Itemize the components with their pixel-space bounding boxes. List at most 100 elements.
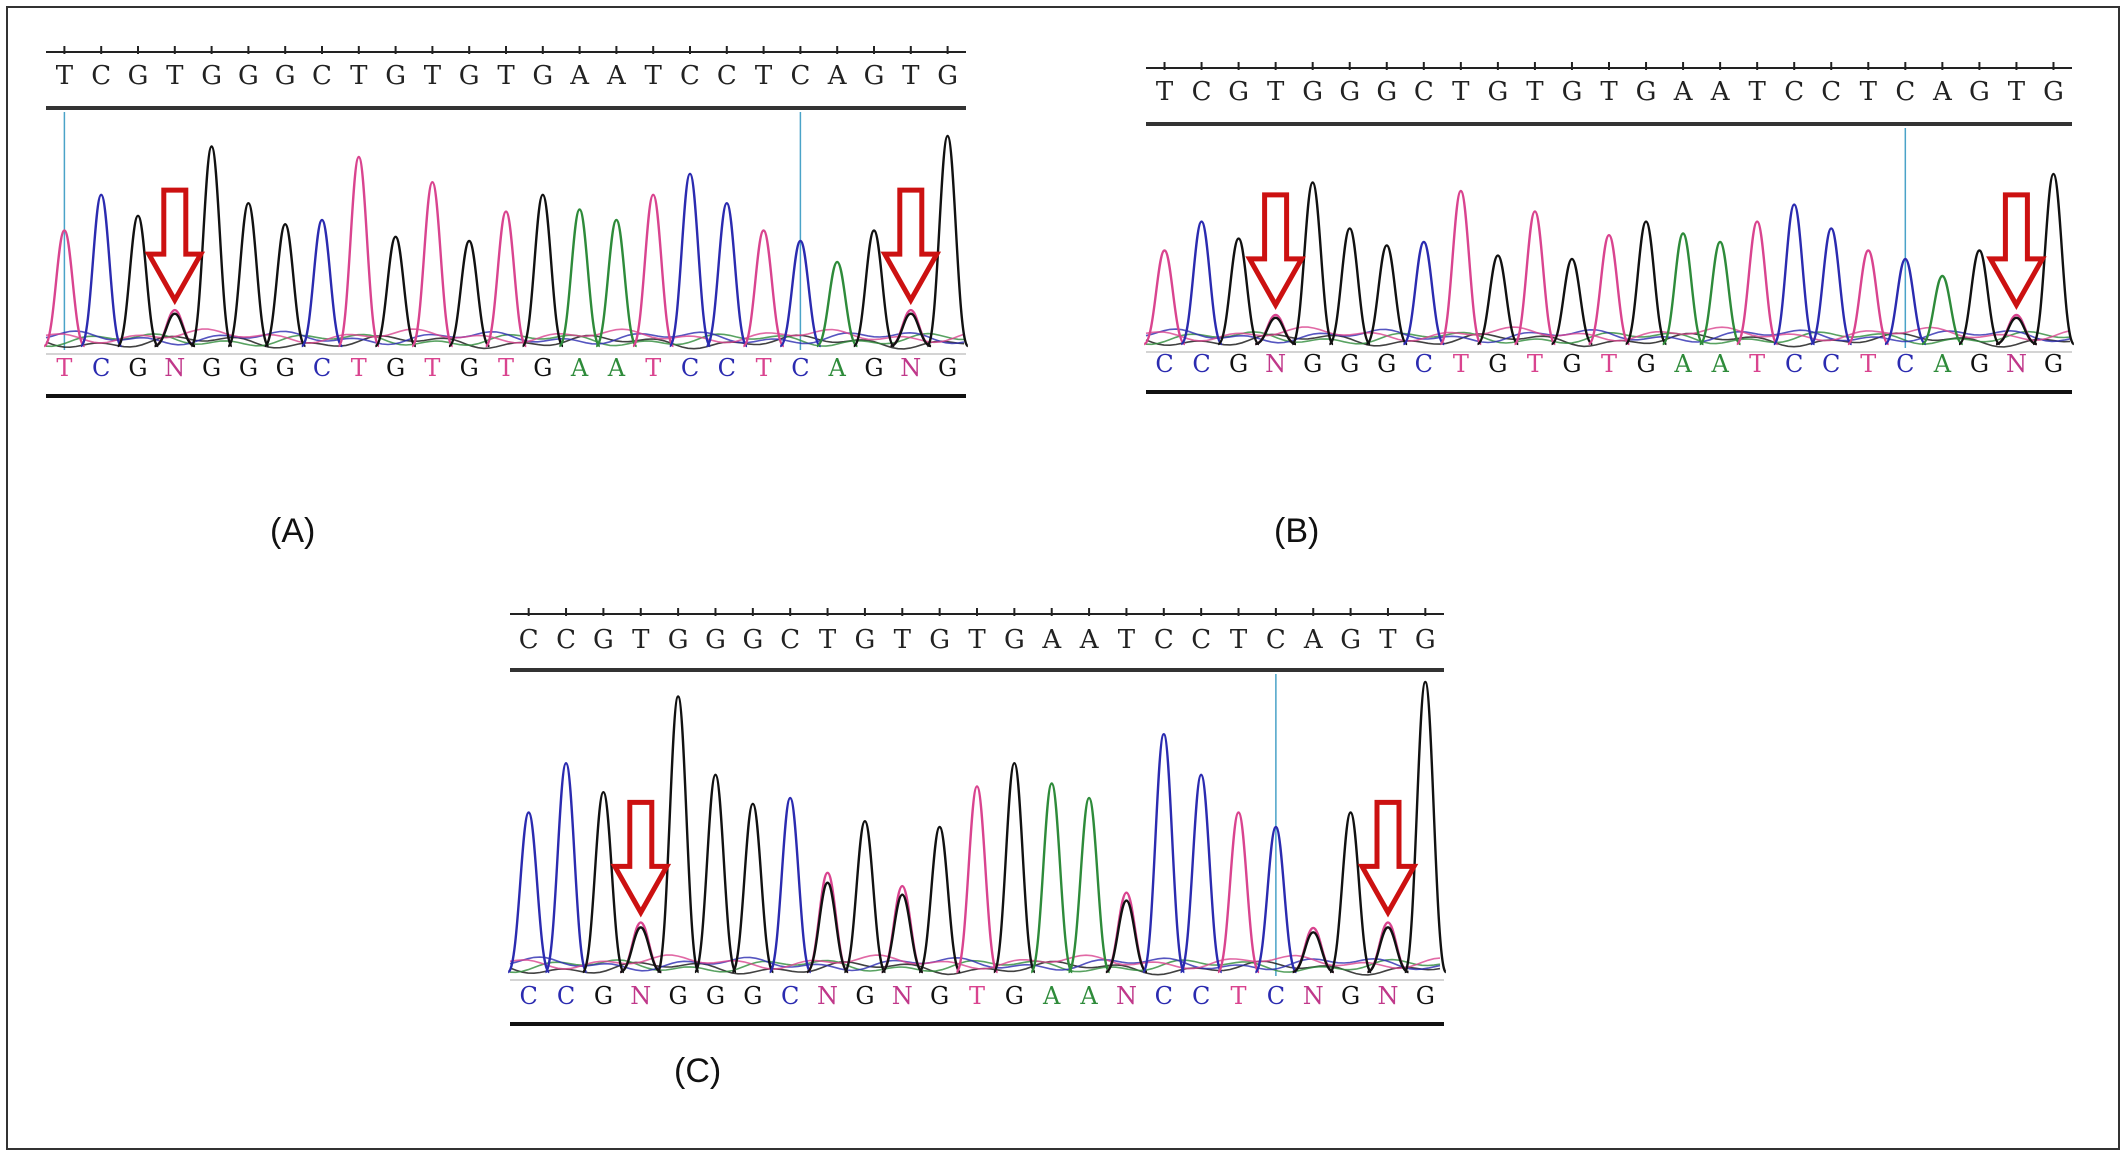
base-peak: [1550, 257, 1594, 346]
called-base: T: [756, 354, 772, 382]
base-peak: [1403, 680, 1448, 974]
reference-base: C: [1414, 77, 1434, 107]
called-base: C: [557, 982, 575, 1010]
base-peak: [768, 796, 812, 974]
reference-base: T: [1748, 77, 1766, 107]
called-base: G: [128, 354, 147, 382]
base-peak: [1661, 232, 1705, 346]
reference-base: T: [894, 625, 912, 655]
reference-base: A: [606, 61, 627, 91]
base-peak: [410, 180, 454, 348]
reference-base: G: [459, 61, 480, 91]
overlap-peak: [619, 926, 662, 974]
base-peak: [484, 210, 528, 348]
mutation-arrow-icon: [610, 799, 672, 918]
reference-base: G: [705, 625, 726, 655]
called-base: A: [1673, 350, 1692, 378]
base-peak: [1735, 220, 1779, 346]
ruler: [46, 46, 966, 54]
called-base: N: [1303, 982, 1324, 1010]
reference-base: T: [1860, 77, 1878, 107]
reference-base: G: [532, 61, 553, 91]
called-base: C: [1822, 350, 1840, 378]
base-peak: [594, 218, 638, 348]
called-base: G: [460, 354, 479, 382]
base-peak: [1402, 240, 1446, 346]
reference-base: G: [1228, 77, 1249, 107]
reference-base: G: [864, 61, 885, 91]
base-peak: [631, 193, 675, 348]
reference-base: C: [1266, 625, 1286, 655]
called-base: N: [817, 982, 838, 1010]
reference-base: A: [1079, 625, 1100, 655]
reference-base: A: [1673, 77, 1694, 107]
baseline-trace: [45, 330, 965, 346]
reference-base: G: [937, 61, 958, 91]
overlap-peak: [1105, 899, 1148, 974]
base-peak: [79, 193, 123, 348]
base-peak: [1216, 811, 1261, 974]
called-base: G: [1377, 350, 1396, 378]
reference-base: G: [1004, 625, 1025, 655]
reference-base: A: [1710, 77, 1731, 107]
called-base: T: [1453, 350, 1469, 378]
reference-base: C: [91, 61, 111, 91]
base-peak: [852, 229, 896, 348]
base-peak: [447, 239, 491, 348]
reference-base: G: [668, 625, 689, 655]
reference-base: G: [238, 61, 259, 91]
called-base: A: [607, 354, 626, 382]
overlap-peak: [1254, 316, 1297, 346]
called-base: C: [781, 982, 799, 1010]
base-peak: [917, 825, 962, 974]
called-base: C: [92, 354, 110, 382]
base-peak: [1179, 773, 1223, 974]
called-base: G: [1970, 350, 1989, 378]
base-peak: [1142, 732, 1186, 974]
base-peak: [843, 819, 887, 974]
reference-base: T: [755, 61, 773, 91]
base-peak: [731, 802, 775, 974]
called-base: T: [1860, 350, 1876, 378]
reference-base: G: [2043, 77, 2064, 107]
called-base: N: [1265, 350, 1286, 378]
called-base: G: [1636, 350, 1655, 378]
mutation-arrow-icon: [1245, 192, 1306, 310]
base-peak: [581, 790, 626, 974]
called-base: G: [864, 354, 883, 382]
base-peak: [1698, 240, 1742, 346]
called-base: C: [313, 354, 331, 382]
called-base: C: [718, 354, 736, 382]
reference-base: T: [645, 61, 663, 91]
overlap-peak: [805, 881, 850, 974]
called-base: A: [1042, 982, 1061, 1010]
called-base: T: [1527, 350, 1543, 378]
overlap-peak: [1366, 926, 1410, 974]
overlap-peak: [1995, 316, 2038, 346]
called-base: N: [2006, 350, 2027, 378]
reference-base: G: [1487, 77, 1508, 107]
reference-base: G: [1562, 77, 1583, 107]
reference-base: G: [128, 61, 149, 91]
reference-base: C: [519, 625, 539, 655]
reference-base: T: [2008, 77, 2026, 107]
reference-base: A: [1041, 625, 1062, 655]
base-peak: [1180, 220, 1224, 346]
reference-base: C: [790, 61, 810, 91]
reference-base: G: [855, 625, 876, 655]
called-base: T: [498, 354, 514, 382]
reference-base: T: [424, 61, 442, 91]
base-peak: [1921, 274, 1964, 346]
reference-base: T: [1379, 625, 1397, 655]
baseline-trace: [1145, 332, 2071, 348]
base-peak: [1067, 796, 1111, 974]
overlap-peak: [154, 312, 196, 348]
mutation-arrow-icon: [144, 187, 206, 306]
reference-base: T: [1600, 77, 1618, 107]
chromatogram-a-svg: T C G T G G G C T G T G T G A A T C C T C A G T GT C G N G G G C T G T G T G A…: [42, 46, 970, 398]
reference-base: T: [497, 61, 515, 91]
called-base: G: [1229, 350, 1248, 378]
panel-label-c: (C): [674, 1052, 722, 1090]
